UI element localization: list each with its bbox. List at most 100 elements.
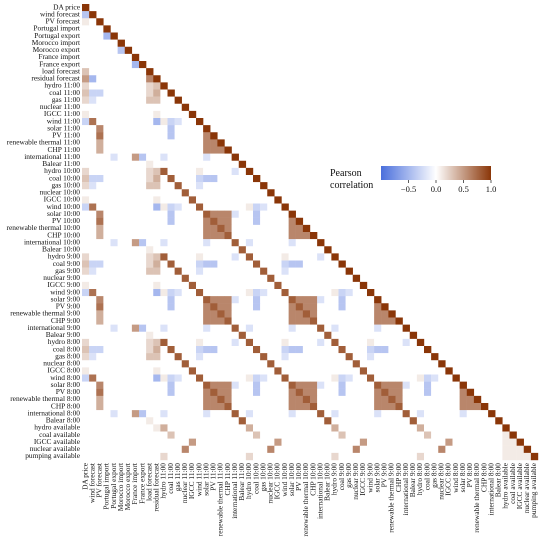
- cell: [117, 338, 125, 347]
- cell: [424, 410, 432, 418]
- cell: [188, 403, 197, 411]
- cell: [217, 239, 225, 247]
- cell: [281, 403, 289, 411]
- cell: [345, 310, 353, 318]
- cell: [217, 274, 225, 283]
- cell: [260, 310, 268, 318]
- cell: [82, 11, 90, 19]
- cell: [253, 346, 261, 354]
- cell: [110, 338, 118, 347]
- cell: [196, 132, 204, 140]
- cell: [96, 39, 104, 47]
- cell: [245, 239, 254, 247]
- cell: [188, 167, 197, 176]
- cell: [317, 253, 325, 261]
- cell: [131, 110, 140, 119]
- cell: [281, 260, 289, 268]
- cell: [196, 410, 204, 418]
- cell: [217, 246, 225, 254]
- cell: [124, 61, 133, 69]
- cell: [388, 445, 396, 454]
- cell: [196, 360, 204, 368]
- cell: [124, 410, 133, 418]
- cell: [438, 388, 446, 397]
- cell: [274, 360, 282, 368]
- cell: [260, 182, 268, 190]
- cell: [381, 388, 389, 397]
- cell: [217, 175, 225, 183]
- cell: [210, 160, 218, 169]
- cell: [188, 175, 197, 183]
- cell: [267, 338, 275, 347]
- cell: [167, 374, 175, 382]
- cell: [124, 103, 133, 112]
- cell: [167, 103, 175, 112]
- cell: [82, 182, 90, 190]
- cell: [260, 253, 268, 261]
- cell: [103, 424, 111, 432]
- cell: [89, 153, 97, 161]
- cell: [146, 338, 154, 347]
- cell: [196, 445, 204, 454]
- cell: [302, 232, 311, 240]
- cell: [459, 424, 467, 432]
- cell: [488, 417, 496, 425]
- cell: [231, 395, 239, 404]
- cell: [196, 175, 204, 183]
- cell: [188, 246, 197, 254]
- cell: [238, 403, 247, 411]
- cell: [267, 424, 275, 432]
- cell: [82, 417, 90, 425]
- cell: [110, 431, 118, 439]
- cell: [203, 175, 211, 183]
- cell: [466, 424, 475, 432]
- cell: [160, 303, 168, 311]
- cell: [139, 274, 147, 283]
- row-label: pumping available: [25, 451, 81, 460]
- cell: [416, 338, 425, 347]
- cell: [160, 189, 168, 197]
- cell: [167, 217, 175, 226]
- cell: [217, 167, 225, 176]
- cell: [146, 167, 154, 176]
- cell: [481, 417, 489, 425]
- cell: [310, 417, 318, 425]
- cell: [374, 331, 382, 340]
- cell: [274, 431, 282, 439]
- cell: [203, 438, 211, 446]
- cell: [281, 452, 289, 461]
- cell: [367, 410, 375, 418]
- cell: [210, 445, 218, 454]
- column-label: PV 8:00: [465, 463, 474, 488]
- cell: [203, 431, 211, 439]
- cell: [288, 431, 296, 439]
- cell: [89, 146, 97, 154]
- cell: [288, 338, 296, 347]
- cell: [395, 374, 403, 382]
- row-label: gas 11:00: [52, 95, 81, 104]
- cell: [260, 217, 268, 226]
- cell: [367, 388, 375, 397]
- cell: [196, 303, 204, 311]
- cell: [174, 438, 182, 446]
- cell: [402, 417, 410, 425]
- cell: [452, 410, 460, 418]
- row-label: hydro 8:00: [48, 337, 81, 346]
- cell: [431, 403, 439, 411]
- cell: [310, 267, 318, 275]
- cell: [124, 203, 133, 211]
- cell: [139, 103, 147, 112]
- cell: [110, 175, 118, 183]
- cell: [124, 374, 133, 382]
- cell: [181, 331, 190, 340]
- cell: [331, 331, 339, 340]
- cell: [160, 118, 168, 126]
- cell: [310, 246, 318, 254]
- cell: [196, 125, 204, 133]
- cell: [302, 374, 311, 382]
- cell: [231, 338, 239, 347]
- cell: [281, 417, 289, 425]
- cell: [203, 367, 211, 375]
- cell: [146, 224, 154, 233]
